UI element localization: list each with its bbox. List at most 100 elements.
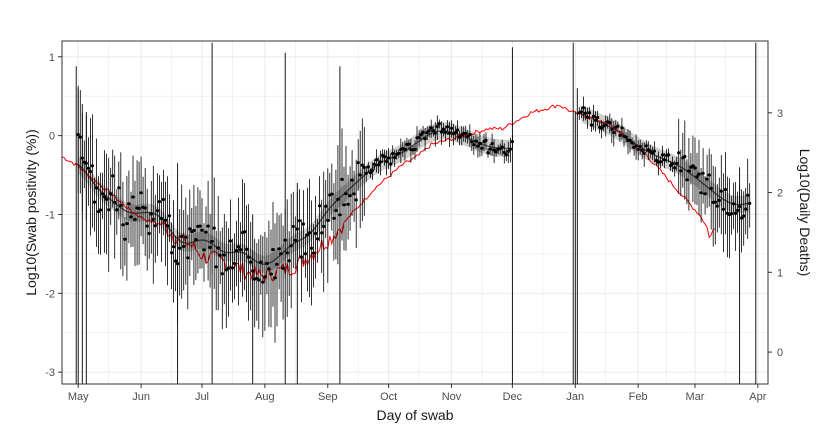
data-point xyxy=(137,206,141,210)
data-point xyxy=(437,122,441,126)
data-point xyxy=(458,135,462,139)
data-point xyxy=(435,124,439,129)
data-point xyxy=(332,216,336,220)
data-point xyxy=(366,165,370,169)
data-point xyxy=(480,146,484,150)
data-point xyxy=(583,111,588,115)
data-point xyxy=(88,169,92,174)
y-tick-label: -2 xyxy=(45,288,55,300)
x-tick-label: Apr xyxy=(749,391,766,403)
data-point xyxy=(447,131,452,135)
data-point xyxy=(620,126,624,130)
data-point xyxy=(494,150,498,154)
data-point xyxy=(376,163,381,167)
data-point xyxy=(297,219,301,223)
data-point xyxy=(383,155,387,159)
y-tick-label: -1 xyxy=(45,209,55,221)
data-point xyxy=(170,251,174,255)
data-point xyxy=(200,228,204,232)
data-point xyxy=(669,163,673,168)
data-point xyxy=(600,126,604,130)
data-point xyxy=(218,253,222,257)
data-point xyxy=(167,214,172,218)
data-point xyxy=(153,224,157,228)
data-point xyxy=(370,168,374,172)
data-point xyxy=(301,222,305,226)
data-point xyxy=(705,177,709,181)
smooth-line xyxy=(77,130,511,265)
data-point xyxy=(291,224,295,229)
data-point xyxy=(204,230,208,234)
data-point xyxy=(139,191,143,195)
data-point xyxy=(474,139,478,143)
x-tick-label: Nov xyxy=(442,391,462,403)
data-point xyxy=(667,153,671,157)
data-point xyxy=(504,153,508,157)
data-point xyxy=(320,231,324,235)
data-point xyxy=(340,177,344,181)
data-point xyxy=(449,126,454,130)
data-point xyxy=(579,110,584,114)
data-point xyxy=(364,171,368,175)
data-point xyxy=(464,131,468,135)
data-point xyxy=(403,147,407,152)
x-tick-label: Mar xyxy=(685,391,704,403)
data-point xyxy=(454,130,458,135)
data-point xyxy=(94,186,99,190)
data-point xyxy=(103,195,107,199)
data-point xyxy=(368,171,372,175)
data-point xyxy=(709,186,713,190)
data-point xyxy=(671,162,675,166)
y-axis-right: 3 2 1 0 xyxy=(768,108,783,359)
data-point xyxy=(350,178,354,182)
data-point xyxy=(719,189,723,193)
data-point xyxy=(143,206,147,210)
data-point xyxy=(508,147,512,151)
data-point xyxy=(433,131,437,135)
data-point xyxy=(630,141,634,145)
x-tick-label: Oct xyxy=(380,391,397,403)
data-point xyxy=(281,266,285,270)
data-point xyxy=(744,207,748,211)
data-point xyxy=(98,208,103,212)
data-point xyxy=(413,147,417,151)
data-point xyxy=(374,158,379,162)
data-point xyxy=(468,132,472,137)
data-point xyxy=(713,200,717,204)
data-point xyxy=(123,237,127,241)
data-point xyxy=(634,144,638,148)
data-point xyxy=(230,266,234,270)
data-point xyxy=(372,162,376,166)
data-point xyxy=(490,142,494,146)
data-point xyxy=(131,195,135,199)
data-point xyxy=(506,149,510,153)
data-point xyxy=(407,142,411,146)
data-point xyxy=(417,136,421,140)
data-point xyxy=(624,135,628,139)
data-point xyxy=(208,245,212,249)
data-point xyxy=(488,147,492,151)
data-point xyxy=(257,278,261,282)
data-point xyxy=(259,260,263,264)
data-point xyxy=(346,202,350,206)
data-point xyxy=(492,148,496,152)
data-point xyxy=(352,192,356,196)
data-point xyxy=(129,215,133,219)
data-point xyxy=(729,212,734,216)
data-point xyxy=(234,249,239,253)
data-point xyxy=(133,217,137,222)
x-tick-label: Feb xyxy=(629,391,648,403)
data-point xyxy=(427,129,431,133)
data-point xyxy=(354,198,358,202)
y-axis-left: 1 0 -1 -2 -3 xyxy=(45,52,62,379)
data-point xyxy=(165,224,170,228)
data-point xyxy=(265,261,269,265)
data-point xyxy=(484,138,488,142)
data-point xyxy=(326,218,330,222)
data-point xyxy=(356,161,360,165)
data-point xyxy=(691,164,695,168)
data-point xyxy=(502,150,506,155)
data-point xyxy=(182,244,186,249)
data-point xyxy=(391,151,395,156)
